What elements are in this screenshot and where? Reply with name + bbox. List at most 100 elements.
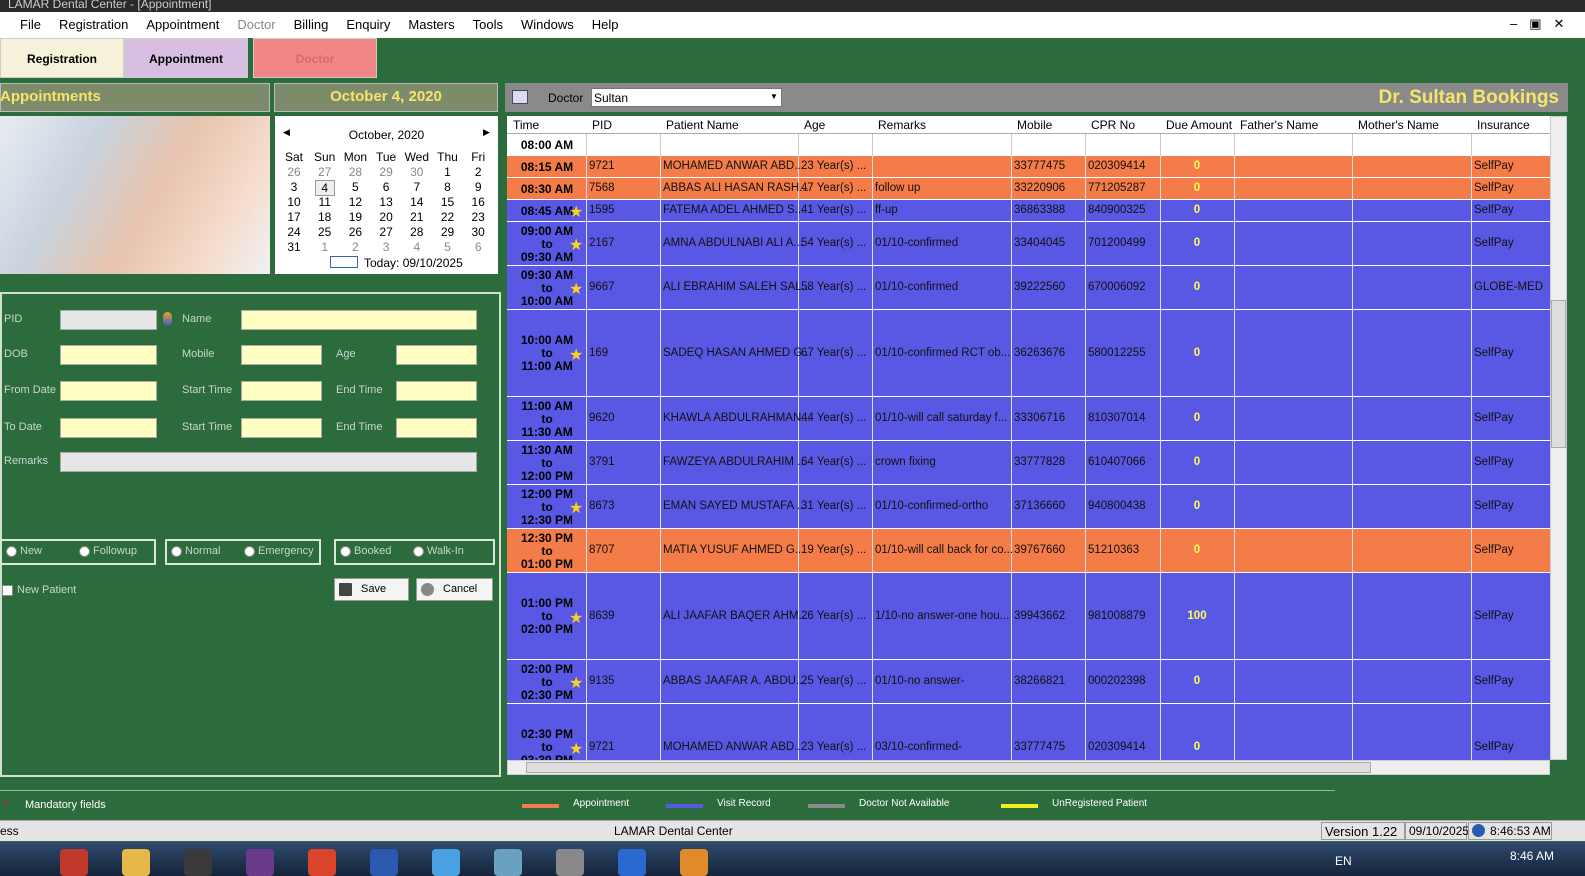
- form-field[interactable]: [60, 345, 157, 365]
- radio[interactable]: [79, 546, 90, 557]
- button[interactable]: Save: [334, 578, 409, 601]
- cal-day[interactable]: 29: [379, 165, 393, 179]
- cal-day[interactable]: 5: [352, 180, 359, 194]
- menu-item[interactable]: Appointment: [146, 17, 220, 32]
- cal-day[interactable]: 23: [471, 210, 485, 224]
- cal-day[interactable]: 6: [474, 240, 482, 254]
- cal-day[interactable]: 27: [318, 165, 332, 179]
- form-field[interactable]: [60, 381, 157, 401]
- menu-item[interactable]: File: [20, 17, 41, 32]
- cal-day[interactable]: 4: [413, 240, 421, 254]
- table-row[interactable]: 10:00 AM to 11:00 AM ★ 169 SADEQ HASAN AHMED …: [507, 310, 1550, 397]
- column-header[interactable]: Insurance: [1477, 118, 1530, 132]
- radio[interactable]: [413, 546, 424, 557]
- table-row[interactable]: 08:30 AM 7568 ABBAS ALI HASAN RASH... 47 Ye…: [507, 178, 1550, 200]
- form-field[interactable]: [396, 345, 477, 365]
- cal-today[interactable]: Today: 09/10/2025: [364, 256, 463, 270]
- v-thumb[interactable]: [1551, 300, 1566, 448]
- cal-day[interactable]: 3: [382, 240, 390, 254]
- form-field[interactable]: [396, 381, 477, 401]
- table-row[interactable]: 08:45 AM ★ 1595 FATEMA ADEL AHMED S... 41 Ye…: [507, 200, 1550, 222]
- menu-item[interactable]: Tools: [472, 17, 503, 32]
- taskbar-icon[interactable]: [122, 849, 150, 876]
- form-field[interactable]: [60, 310, 157, 330]
- column-header[interactable]: Mother's Name: [1358, 118, 1439, 132]
- cal-day[interactable]: 30: [471, 225, 485, 239]
- tab[interactable]: Registration: [0, 38, 124, 78]
- cal-day[interactable]: 11: [318, 195, 331, 209]
- cal-next[interactable]: ▶: [483, 127, 490, 137]
- cal-day[interactable]: 2: [474, 165, 482, 179]
- radio[interactable]: [171, 546, 182, 557]
- column-header[interactable]: Due Amount: [1166, 118, 1233, 132]
- column-header[interactable]: Patient Name: [666, 118, 739, 132]
- cal-day[interactable]: 18: [318, 210, 332, 224]
- doctor-select[interactable]: Sultan ▼: [591, 88, 782, 107]
- taskbar-icon[interactable]: [184, 849, 212, 876]
- column-header[interactable]: PID: [592, 118, 613, 132]
- cal-day[interactable]: 5: [444, 240, 451, 254]
- form-field[interactable]: [396, 418, 477, 438]
- form-field[interactable]: [241, 345, 322, 365]
- cal-day[interactable]: 1: [444, 165, 451, 179]
- column-header[interactable]: Father's Name: [1240, 118, 1319, 132]
- cal-day[interactable]: 4: [314, 180, 335, 196]
- cal-day[interactable]: 14: [410, 195, 424, 209]
- cal-day[interactable]: 1: [321, 240, 329, 254]
- cal-day[interactable]: 16: [471, 195, 485, 209]
- menu-item[interactable]: Help: [591, 17, 619, 32]
- form-field[interactable]: [241, 381, 322, 401]
- form-field[interactable]: [241, 310, 477, 330]
- radio[interactable]: [340, 546, 351, 557]
- taskbar-icon[interactable]: [680, 849, 708, 876]
- cal-day[interactable]: 12: [348, 195, 363, 209]
- cal-day[interactable]: 21: [410, 210, 424, 224]
- h-thumb[interactable]: [526, 762, 1371, 773]
- cal-day[interactable]: 15: [440, 195, 455, 209]
- cal-day[interactable]: 24: [287, 225, 301, 239]
- cal-day[interactable]: 10: [287, 195, 301, 209]
- table-row[interactable]: 11:30 AM to 12:00 PM 3791 FAWZEYA ABDULRAHIM…: [507, 441, 1550, 485]
- column-header[interactable]: CPR No: [1091, 118, 1136, 132]
- menu-item[interactable]: Windows: [520, 17, 574, 32]
- form-field[interactable]: [60, 418, 157, 438]
- tab[interactable]: Appointment: [124, 38, 248, 78]
- table-row[interactable]: 09:30 AM to 10:00 AM ★ 9667 ALI EBRAHIM SALEH…: [507, 266, 1550, 310]
- cal-day[interactable]: 20: [379, 210, 393, 224]
- table-row[interactable]: 08:00 AM: [507, 134, 1550, 156]
- taskbar-icon[interactable]: [308, 849, 336, 876]
- cal-day[interactable]: 31: [287, 240, 301, 254]
- taskbar-icon[interactable]: [618, 849, 646, 876]
- cal-day[interactable]: 13: [379, 195, 393, 209]
- menu-item[interactable]: Doctor: [237, 17, 276, 32]
- column-header[interactable]: Age: [804, 118, 826, 132]
- cal-day[interactable]: 9: [474, 180, 482, 194]
- form-field[interactable]: [241, 418, 322, 438]
- table-row[interactable]: 01:00 PM to 02:00 PM ★ 8639 ALI JAAFAR BAQER …: [507, 573, 1550, 660]
- cal-day[interactable]: 8: [444, 180, 451, 194]
- taskbar-icon[interactable]: [432, 849, 460, 876]
- cal-day[interactable]: 3: [290, 180, 298, 194]
- table-row[interactable]: 08:15 AM 9721 MOHAMED ANWAR ABD... 23 Year(…: [507, 156, 1550, 178]
- form-field[interactable]: [60, 452, 477, 472]
- cal-day[interactable]: 26: [287, 165, 301, 179]
- cal-day[interactable]: 6: [382, 180, 390, 194]
- cal-day[interactable]: 30: [410, 165, 424, 179]
- taskbar-icon[interactable]: [494, 849, 522, 876]
- column-header[interactable]: Remarks: [878, 118, 927, 132]
- menu-item[interactable]: Billing: [293, 17, 329, 32]
- menu-item[interactable]: Enquiry: [346, 17, 391, 32]
- taskbar-icon[interactable]: [370, 849, 398, 876]
- taskbar-icon[interactable]: [246, 849, 274, 876]
- taskbar-icon[interactable]: [556, 849, 584, 876]
- cal-prev[interactable]: ◀: [283, 127, 290, 137]
- cal-day[interactable]: 27: [379, 225, 393, 239]
- column-header[interactable]: Mobile: [1017, 118, 1053, 132]
- column-header[interactable]: Time: [513, 118, 540, 132]
- table-row[interactable]: 11:00 AM to 11:30 AM 9620 KHAWLA ABDULRAHMAN…: [507, 397, 1550, 441]
- cal-day[interactable]: 28: [348, 165, 363, 179]
- cal-day[interactable]: 29: [440, 225, 455, 239]
- cal-day[interactable]: 26: [348, 225, 363, 239]
- cal-day[interactable]: 2: [352, 240, 359, 254]
- button[interactable]: Cancel: [416, 578, 493, 601]
